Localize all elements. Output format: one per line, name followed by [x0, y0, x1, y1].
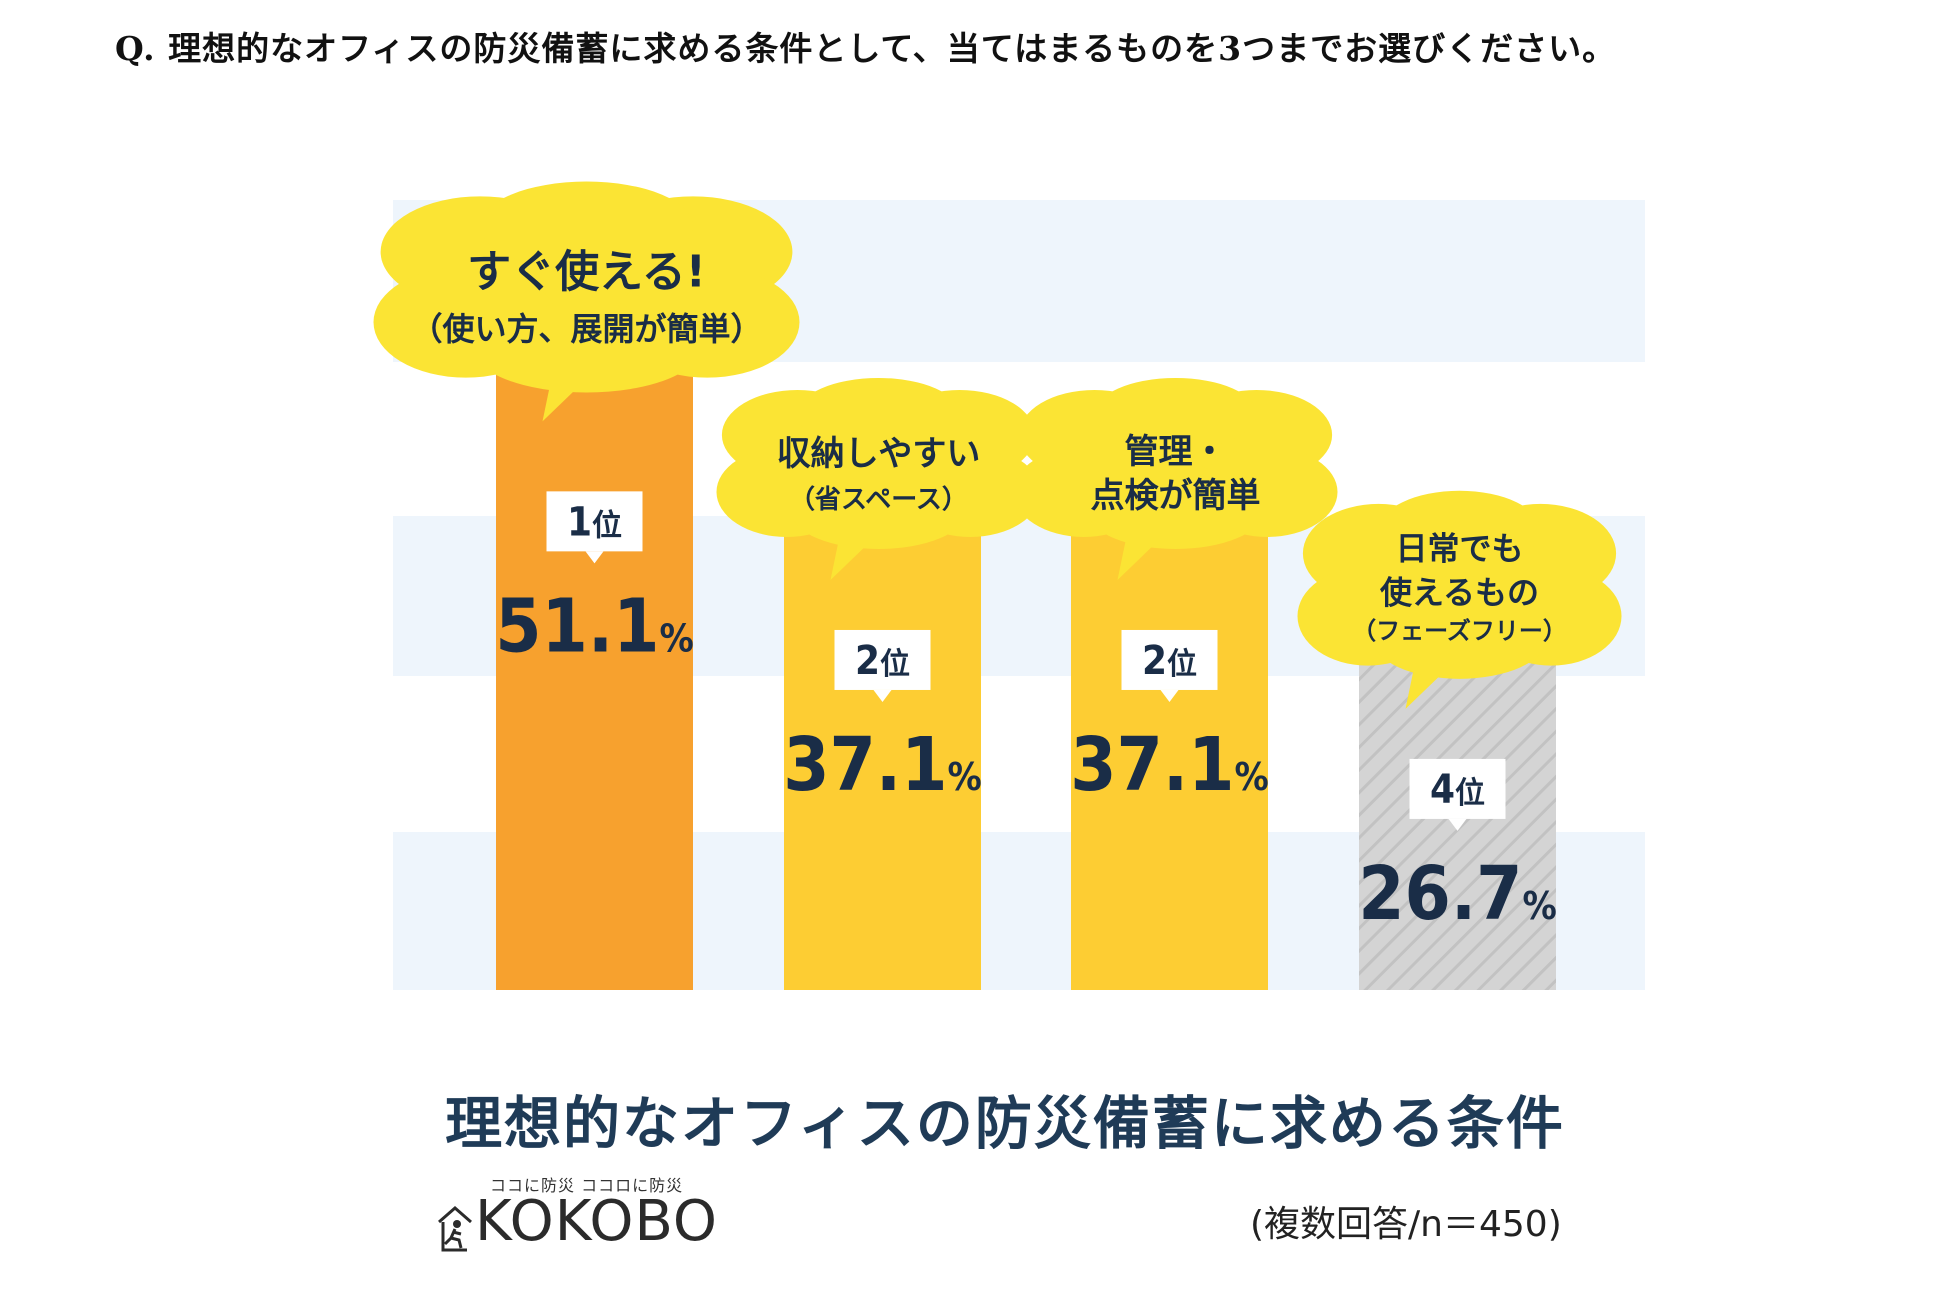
bubble-lobe — [1378, 490, 1541, 570]
sample-note: (複数回答/n＝450) — [1250, 1204, 1562, 1245]
logo-tagline: ココに防災 ココロに防災 — [490, 1176, 684, 1195]
bubble-text-line: 管理・ — [1125, 432, 1227, 472]
house-runner-icon — [438, 1206, 472, 1252]
question-text: Q. 理想的なオフィスの防災備蓄に求める条件として、当てはまるものを3つまでお選… — [115, 29, 1617, 68]
bubble-text-line: （使い方、展開が簡単） — [410, 310, 762, 348]
bubble-text-line: 点検が簡単 — [1091, 476, 1261, 516]
bubble-lobe — [1373, 599, 1546, 679]
rank-number: 4 — [1430, 767, 1455, 813]
rank-tag-2: 2位 — [834, 629, 931, 702]
rank-label: 1位 — [567, 499, 622, 545]
logo-wordmark: KOKOBO — [475, 1189, 718, 1254]
value-label-4: 26.7% — [1358, 851, 1557, 937]
bar-1 — [496, 356, 693, 990]
percent-sign: % — [660, 616, 694, 660]
percent-sign: % — [1523, 884, 1557, 928]
bar-3 — [1071, 529, 1268, 990]
rank-label: 4位 — [1430, 767, 1485, 813]
category-bubble-3: 管理・点検が簡単 — [1013, 377, 1338, 580]
bubble-text-line: （フェーズフリー） — [1352, 617, 1567, 645]
chart-title: 理想的なオフィスの防災備蓄に求める条件 — [445, 1091, 1565, 1157]
bubble-lobe — [792, 476, 965, 549]
rank-tag-pointer — [1160, 689, 1179, 702]
rank-tag-1: 1位 — [546, 491, 643, 564]
bubble-text-line: 使えるもの — [1379, 574, 1539, 612]
rank-label: 2位 — [855, 638, 910, 684]
rank-suffix: 位 — [592, 508, 622, 543]
rank-number: 1 — [567, 499, 592, 545]
bubble-text-line: 収納しやすい — [777, 434, 981, 474]
rank-label: 2位 — [1142, 638, 1197, 684]
rank-suffix: 位 — [1455, 776, 1485, 811]
bubble-text-line: 日常でも — [1395, 530, 1523, 568]
value-number: 26.7 — [1358, 851, 1522, 937]
bubble-lobe — [797, 377, 960, 450]
percent-sign: % — [948, 755, 982, 799]
speech-bubbles: すぐ使える!（使い方、展開が簡単）収納しやすい（省スペース）管理・点検が簡単日常… — [373, 181, 1622, 709]
rank-number: 2 — [1142, 638, 1167, 684]
rank-tag-box — [834, 629, 931, 690]
bubble-lobe — [1094, 377, 1257, 450]
rank-tag-pointer — [873, 689, 892, 702]
rank-suffix: 位 — [880, 647, 910, 682]
percent-sign: % — [1235, 755, 1269, 799]
bubble-lobe — [1089, 476, 1262, 549]
bubble-lobe — [472, 303, 701, 393]
rank-tag-box — [546, 491, 643, 552]
rank-tag-pointer — [1448, 818, 1467, 831]
value-label-1: 51.1% — [495, 583, 694, 669]
rank-tag-4: 4位 — [1409, 758, 1506, 831]
value-number: 51.1 — [495, 583, 659, 669]
category-bubble-2: 収納しやすい （省スペース） — [716, 377, 1041, 580]
category-bubble-1: すぐ使える! （使い方、展開が簡単） — [373, 181, 800, 422]
rank-suffix: 位 — [1167, 647, 1197, 682]
rank-number: 2 — [855, 638, 880, 684]
bar-2 — [784, 529, 981, 990]
rank-tag-box — [1121, 629, 1218, 690]
value-label-2: 37.1% — [783, 722, 982, 808]
rank-tag-3: 2位 — [1121, 629, 1218, 702]
rank-tag-pointer — [585, 551, 604, 564]
bubble-text-line: （省スペース） — [789, 485, 968, 515]
value-number: 37.1 — [783, 722, 947, 808]
kokobo-logo: ココに防災 ココロに防災 KOKOBO — [435, 1172, 755, 1262]
rank-tag-box — [1409, 758, 1506, 819]
bubble-lobe — [480, 181, 693, 271]
value-label-3: 37.1% — [1070, 722, 1269, 808]
bubble-text-line: すぐ使える! — [467, 246, 706, 297]
value-number: 37.1 — [1070, 722, 1234, 808]
